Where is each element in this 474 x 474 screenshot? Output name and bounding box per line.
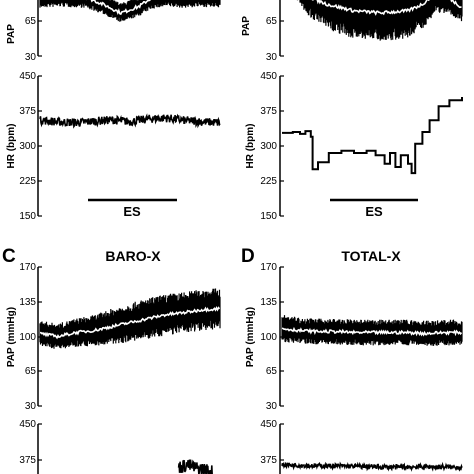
b-hr-tick-4: 150: [260, 211, 277, 222]
b-hr-tick-3: 225: [260, 176, 277, 187]
d-hr-tick-1: 375: [260, 455, 277, 466]
b-pap-ylabel: PAP: [241, 16, 252, 36]
a-pap-trace: [39, 0, 221, 22]
a-es-label: ES: [123, 204, 141, 219]
b-pap-trace: [296, 0, 463, 41]
hr-line: [39, 113, 221, 129]
c-pap-ylabel: PAP (mmHg): [6, 307, 17, 367]
d-pap-tick-2: 100: [260, 332, 277, 343]
c-pap-tick-1: 135: [19, 297, 36, 308]
d-pap-ylabel: PAP (mmHg): [245, 307, 256, 367]
pressure-band: [39, 288, 221, 349]
d-hr-ytick-marks: [280, 423, 284, 461]
b-hr-tick-1: 375: [260, 106, 277, 117]
a-hr-tick-1: 375: [19, 106, 36, 117]
c-pap-tick-3: 65: [25, 366, 37, 377]
a-hr-ytick-marks: [38, 75, 42, 217]
a-pap-tick-1: 65: [25, 16, 37, 27]
panel-d-pap: D TOTAL-X PAP (mmHg) 170 135 100 65 30: [241, 246, 463, 412]
d-hr-tick-0: 450: [260, 419, 277, 430]
d-hr-trace: [281, 461, 463, 472]
c-pap-tick-2: 100: [19, 332, 36, 343]
c-pap-tick-4: 30: [25, 401, 37, 412]
mean-pressure-line: [40, 305, 221, 340]
hr-line: [281, 461, 463, 472]
c-hr-tick-1: 375: [19, 455, 36, 466]
d-pap-tick-3: 65: [266, 366, 278, 377]
panel-d-letter: D: [241, 246, 255, 267]
panel-c-title: BARO-X: [105, 248, 161, 264]
d-pap-tick-4: 30: [266, 401, 278, 412]
c-hr-trace: [177, 459, 213, 474]
b-hr-trace: [282, 97, 463, 175]
b-pap-tick-1: 30: [266, 52, 278, 63]
a-hr-tick-0: 450: [19, 71, 36, 82]
panel-c-letter: C: [2, 246, 16, 267]
mean-pressure-line: [311, 0, 462, 16]
c-pap-tick-0: 170: [19, 262, 36, 273]
b-pap-tick-0: 65: [266, 16, 278, 27]
a-hr-tick-4: 150: [19, 211, 36, 222]
d-pap-tick-1: 135: [260, 297, 277, 308]
c-hr-tick-0: 450: [19, 419, 36, 430]
d-pap-tick-0: 170: [260, 262, 277, 273]
panel-c-hr: 450 375: [19, 419, 213, 474]
panel-a-pap: PAP 30 65: [6, 0, 221, 63]
hr-line: [177, 459, 213, 474]
a-hr-tick-3: 225: [19, 176, 36, 187]
pressure-band: [296, 0, 463, 41]
d-pap-ytick-marks: [280, 266, 284, 407]
c-pap-ytick-marks: [38, 266, 42, 407]
hr-step-line: [282, 97, 463, 175]
panel-d-title: TOTAL-X: [341, 248, 401, 264]
c-pap-trace: [39, 288, 221, 349]
d-pap-trace: [281, 315, 463, 346]
b-es-label: ES: [365, 204, 383, 219]
b-hr-tick-2: 300: [260, 141, 277, 152]
panel-b-hr: HR (bpm) 450 375 300 225 150 ES: [245, 71, 463, 222]
a-hr-trace: [39, 113, 221, 129]
a-pap-tick-0: 30: [25, 52, 37, 63]
a-hr-tick-2: 300: [19, 141, 36, 152]
b-hr-ylabel: HR (bpm): [245, 124, 256, 169]
a-pap-ylabel: PAP: [6, 24, 17, 44]
c-hr-ytick-marks: [38, 423, 42, 461]
b-hr-tick-0: 450: [260, 71, 277, 82]
mean-pressure-line: [281, 326, 463, 337]
panel-c-pap: C BARO-X PAP (mmHg) 170 135 100 65 30: [2, 246, 221, 412]
panel-d-hr: 450 375: [260, 419, 463, 474]
a-hr-ylabel: HR (bpm): [6, 124, 17, 169]
panel-a-hr: HR (bpm) 450 375 300 225 150 ES: [6, 71, 221, 222]
b-hr-ytick-marks: [280, 75, 284, 217]
panel-b-pap: PAP 65 30: [241, 0, 463, 63]
mean-pressure-line: [68, 0, 151, 16]
